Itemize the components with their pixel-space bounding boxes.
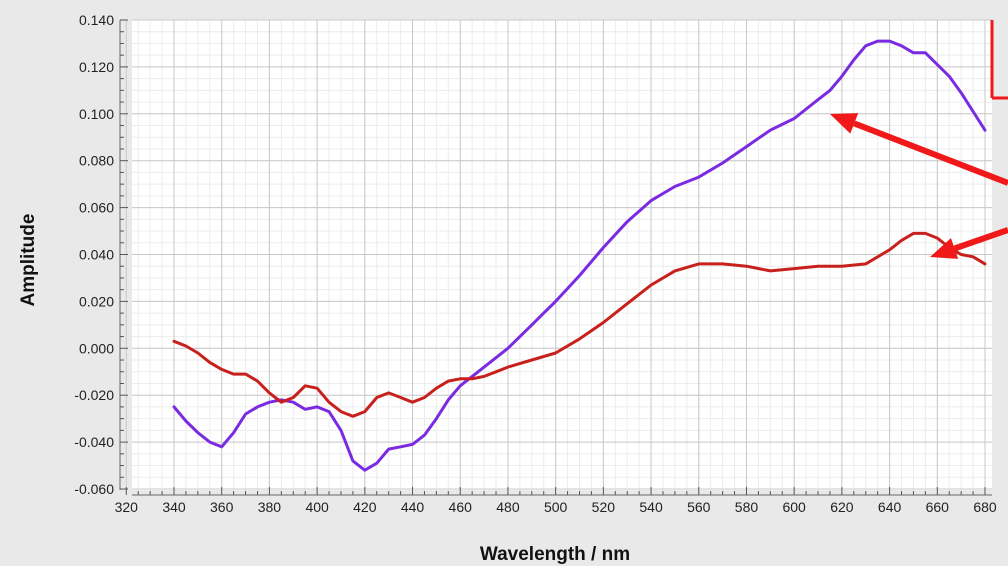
x-tick-label: 600	[782, 499, 806, 515]
y-axis-title: Amplitude	[18, 214, 39, 307]
x-tick-label: 520	[592, 499, 616, 515]
x-tick-label: 580	[735, 499, 759, 515]
y-tick-label: 0.060	[79, 200, 114, 216]
y-tick-label: -0.040	[74, 434, 114, 450]
arrow-to-red-line-shaft	[953, 227, 1008, 252]
x-tick-label: 380	[258, 499, 282, 515]
arrow-to-red-line	[930, 227, 1008, 259]
y-tick-label: 0.000	[79, 340, 114, 356]
x-tick-label: 680	[973, 499, 997, 515]
y-tick-label: -0.020	[74, 387, 114, 403]
x-tick-label: 460	[449, 499, 473, 515]
series-group	[172, 39, 987, 472]
x-axis-title: Wavelength / nm	[480, 544, 630, 565]
arrow-to-purple-line-shaft	[853, 120, 1008, 186]
arrow-to-purple-line	[830, 113, 1008, 186]
x-tick-label: 340	[162, 499, 186, 515]
x-tick-label: 560	[687, 499, 711, 515]
y-tick-label: 0.120	[79, 59, 114, 75]
y-tick-label: -0.060	[74, 481, 114, 497]
y-tick-label: 0.140	[79, 12, 114, 28]
y-tick-label: 0.020	[79, 293, 114, 309]
x-tick-label: 440	[401, 499, 425, 515]
arrow-to-red-line-head	[930, 238, 959, 259]
x-tick-label: 400	[305, 499, 329, 515]
y-tick-label: 0.100	[79, 106, 114, 122]
x-tick-label: 640	[878, 499, 902, 515]
x-tick-label: 500	[544, 499, 568, 515]
x-tick-label: 620	[830, 499, 854, 515]
x-tick-label: 320	[115, 499, 139, 515]
x-tick-label: 420	[353, 499, 377, 515]
annotations	[830, 20, 1008, 259]
axes	[119, 19, 992, 496]
y-tick-label: 0.080	[79, 153, 114, 169]
arrow-to-purple-line-head	[830, 113, 859, 134]
x-tick-label: 360	[210, 499, 234, 515]
series-line-2	[172, 231, 987, 418]
x-tick-label: 540	[639, 499, 663, 515]
x-tick-label: 480	[496, 499, 520, 515]
x-tick-label: 660	[926, 499, 950, 515]
tick-labels: 320 340 360 380 400 420 440 460 480 500 520 540 560 5…	[74, 12, 997, 515]
y-tick-label: 0.040	[79, 247, 114, 263]
